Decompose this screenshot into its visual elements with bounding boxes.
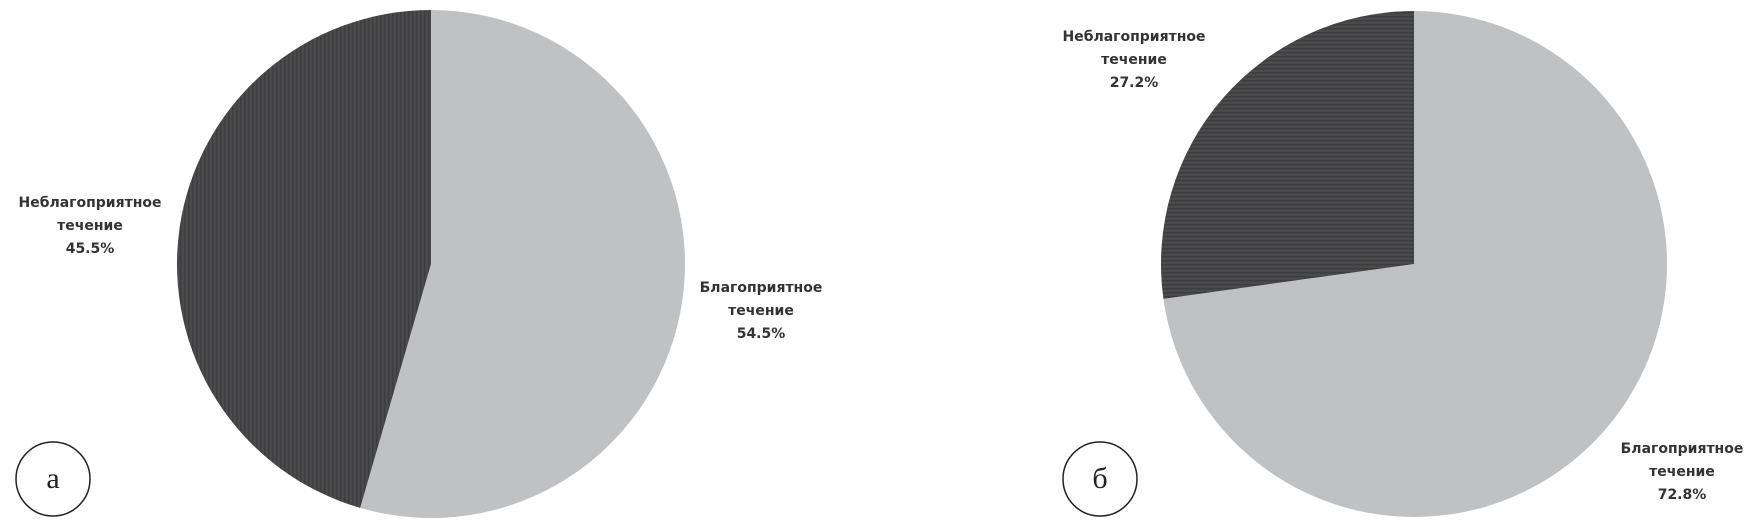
slice-value: 72.8% — [1657, 487, 1707, 503]
pie-slice — [1161, 11, 1414, 299]
panel-circle — [15, 441, 91, 517]
slice-label: Неблагоприятное течение 27.2% — [1059, 26, 1209, 95]
slice-value: 27.2% — [1109, 75, 1159, 91]
pie-slice — [360, 10, 686, 518]
panel-label: б — [1092, 462, 1107, 495]
slice-label: Благоприятное течение 54.5% — [686, 277, 836, 346]
panel-label: а — [46, 462, 59, 495]
slice-name: Неблагоприятное течение — [1062, 29, 1206, 68]
slice-name: Благоприятное течение — [699, 280, 823, 319]
slice-label: Благоприятное течение 72.8% — [1607, 438, 1755, 507]
panel-circle — [1062, 441, 1138, 517]
slice-name: Неблагоприятное течение — [18, 195, 162, 234]
slice-name: Благоприятное течение — [1620, 441, 1744, 480]
slice-value: 54.5% — [736, 326, 786, 342]
pie-slice — [1163, 11, 1667, 517]
slice-value: 45.5% — [65, 241, 115, 257]
slice-label: Неблагоприятное течение 45.5% — [15, 192, 165, 261]
pie-slice — [177, 10, 431, 508]
